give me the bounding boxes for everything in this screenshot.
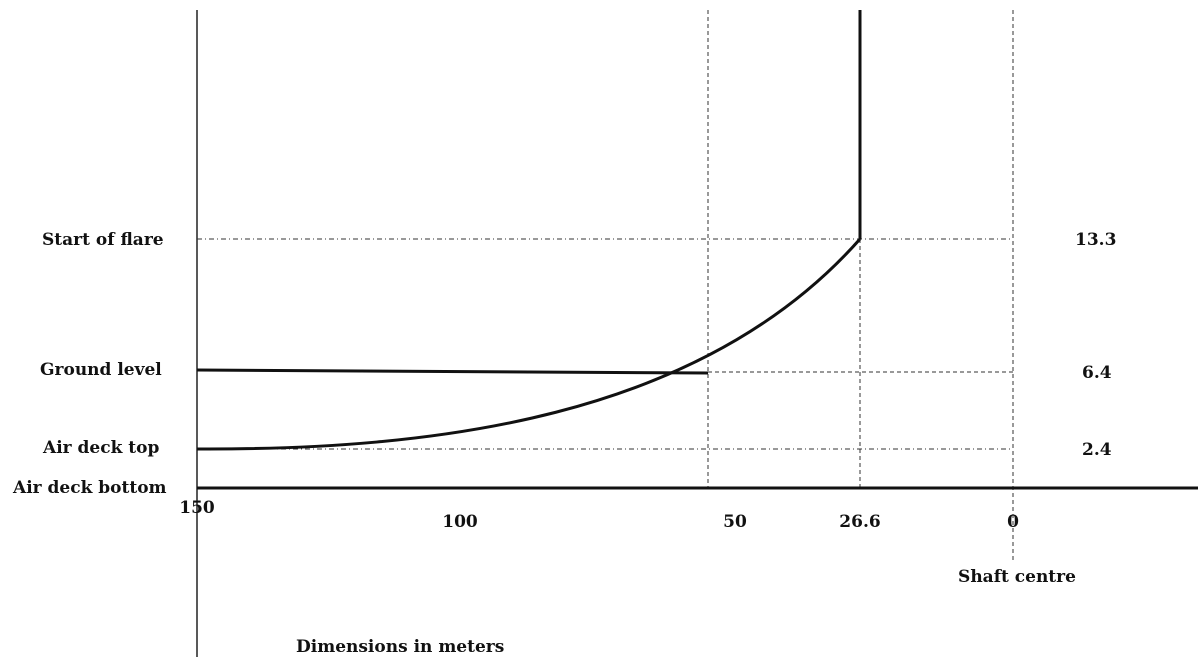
ground-level-line [196,368,709,375]
flare-curve [196,238,862,451]
x-tick-label: 50 [723,512,747,532]
height-start-of-flare: 13.3 [1075,230,1116,250]
start-of-flare-label: Start of flare [42,230,164,250]
air-deck-top-label: Air deck top [42,438,159,458]
height-air-deck-top: 2.4 [1082,440,1112,460]
dimensions-caption: Dimensions in meters [296,637,504,657]
x-tick-label: 150 [179,498,215,518]
x-tick-label: 26.6 [839,512,880,532]
height-ground-level: 6.4 [1082,363,1112,383]
ground-level-label: Ground level [40,360,162,380]
x-tick-label: 100 [442,512,478,532]
air-deck-bottom-label: Air deck bottom [12,478,167,498]
x-tick-label: 0 [1007,512,1019,532]
shaft-centre-label: Shaft centre [958,567,1076,587]
